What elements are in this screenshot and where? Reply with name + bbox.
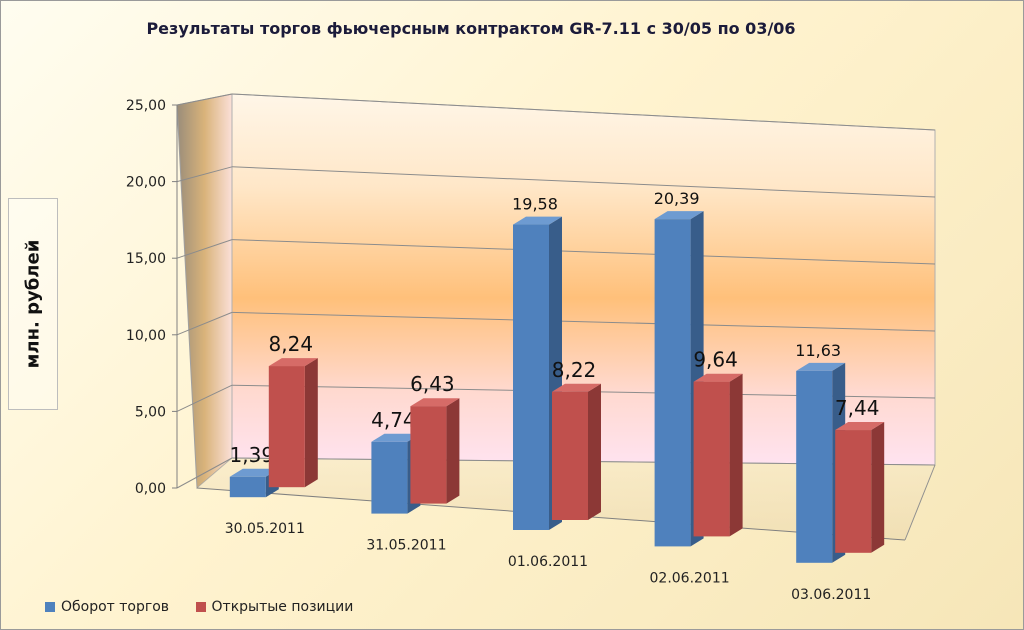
bar-open-positions-2: 8,22 [552, 358, 601, 520]
bar-turnover-3-front [654, 219, 691, 547]
side-wall [176, 93, 233, 490]
bar-turnover-0: 1,39 [229, 443, 279, 498]
gridline-side [176, 93, 233, 106]
bar-turnover-0-front [229, 476, 266, 498]
bar-turnover-1-front [371, 441, 408, 514]
bar-turnover-2-front [513, 224, 549, 530]
x-axis-ticks: 30.05.2011 31.05.2011 01.06.2011 02.06.2011… [225, 521, 872, 603]
gridline-side [176, 311, 233, 336]
x-tick-label: 31.05.2011 [366, 538, 446, 554]
bar-open-positions-1: 6,43 [410, 372, 460, 504]
bar-turnover-1-top [371, 433, 421, 442]
gridline [231, 311, 936, 332]
bar-open-positions-1-top [410, 398, 460, 407]
bar-open-positions-4-side [871, 422, 885, 553]
y-axis-ticks: 0,00 5,00 10,00 15,00 20,00 25,00 [126, 98, 166, 497]
gridline-side [176, 239, 233, 259]
bar-open-positions-0: 8,24 [268, 332, 318, 488]
bar-open-positions-1-front [410, 406, 447, 504]
bar-open-positions-0-side [304, 358, 318, 488]
legend-item-open-positions: Открытые позиции [195, 599, 354, 615]
bar-turnover-4-value-label: 11,63 [795, 341, 841, 360]
y-tick-label: 10,00 [126, 328, 166, 344]
bar-open-positions-1-value-label: 6,43 [410, 372, 455, 396]
legend-item-turnover: Оборот торгов [45, 599, 169, 615]
chart-bars: 1,39 8,24 4,74 6,43 19,58 8,22 20,39 9,64 11,63 7… [230, 189, 885, 563]
x-tick-label: 01.06.2011 [508, 554, 588, 570]
bar-open-positions-3: 9,64 [693, 348, 743, 537]
y-tick-label: 5,00 [135, 404, 166, 420]
bar-turnover-4-front [796, 370, 833, 563]
bar-open-positions-1-side [446, 398, 460, 504]
y-tick-label: 20,00 [126, 175, 166, 191]
bar-open-positions-3-top [693, 373, 743, 382]
bar-open-positions-2-top [552, 383, 601, 392]
x-tick-label: 02.06.2011 [650, 570, 730, 586]
gridline-side [176, 166, 233, 183]
bar-open-positions-4-top [835, 422, 885, 430]
floor-right-edge [904, 464, 936, 541]
x-tick-label: 30.05.2011 [225, 521, 305, 537]
bar-turnover-2-value-label: 19,58 [512, 195, 558, 214]
legend: Оборот торгов Открытые позиции [45, 599, 375, 616]
bar-turnover-3-top [654, 211, 704, 220]
bar-turnover-1-value-label: 4,74 [371, 408, 416, 432]
bar-open-positions-2-side [588, 383, 601, 520]
gridline-side [176, 384, 233, 412]
y-tick-label: 0,00 [135, 481, 166, 497]
y-axis-label-box: млн. рублей [8, 198, 58, 410]
bar-turnover-4-top [796, 362, 846, 371]
bar-turnover-0-value-label: 1,39 [230, 443, 275, 467]
chart-title: Результаты торгов фьючерсным контрактом … [146, 19, 796, 38]
bar-open-positions-0-top [268, 358, 318, 367]
y-tick-label: 25,00 [126, 98, 166, 114]
legend-swatch-turnover [45, 602, 55, 612]
bar-open-positions-4-front [835, 430, 872, 553]
bar-open-positions-4-value-label: 7,44 [835, 396, 880, 420]
bar-turnover-0-top [229, 468, 279, 477]
bar-open-positions-0-front [268, 366, 305, 488]
bar-open-positions-2-value-label: 8,22 [552, 358, 597, 382]
bar-open-positions-3-side [729, 373, 743, 537]
bar-open-positions-2-front [552, 391, 588, 520]
y-tick-label: 15,00 [126, 251, 166, 267]
gridline [231, 166, 936, 198]
x-tick-label: 03.06.2011 [791, 587, 871, 603]
gridline-side [176, 457, 233, 489]
legend-label-turnover: Оборот торгов [61, 599, 170, 615]
bar-open-positions-3-value-label: 9,64 [693, 348, 738, 372]
bar-open-positions-0-value-label: 8,24 [269, 332, 314, 356]
gridline [231, 93, 936, 131]
legend-label-open-positions: Открытые позиции [211, 599, 354, 615]
bar-turnover-3-value-label: 20,39 [654, 189, 700, 208]
gridline [231, 239, 936, 265]
bar-turnover-2-top [513, 216, 562, 225]
bar-open-positions-4: 7,44 [835, 396, 885, 553]
legend-swatch-open-positions [195, 602, 206, 612]
bar-open-positions-3-front [693, 381, 730, 537]
